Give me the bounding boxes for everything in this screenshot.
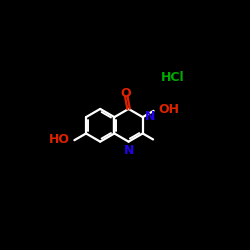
Text: N: N [145,110,155,123]
Text: N: N [124,144,134,157]
Text: HCl: HCl [160,71,184,84]
Text: HO: HO [49,133,70,146]
Text: OH: OH [158,104,180,117]
Text: O: O [120,87,131,100]
